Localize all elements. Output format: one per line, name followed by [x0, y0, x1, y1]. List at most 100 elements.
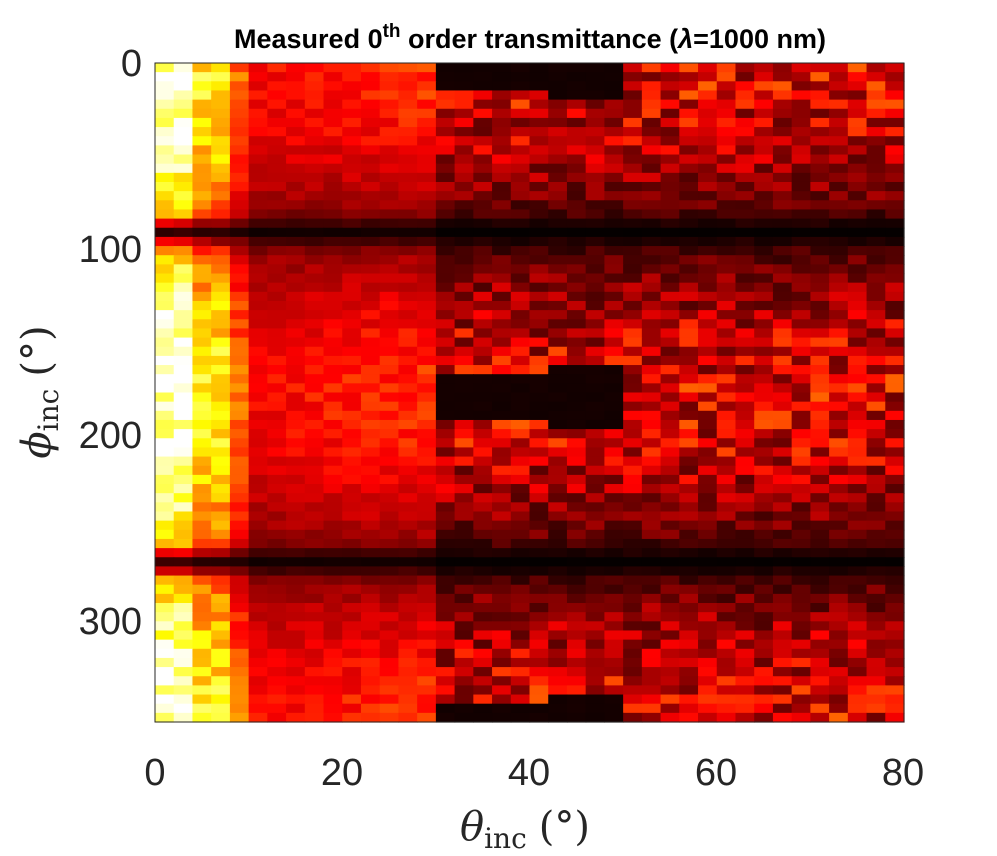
heatmap-cell [342, 300, 362, 311]
heatmap-cell [473, 181, 493, 192]
heatmap-cell [492, 181, 512, 192]
heatmap-cell [323, 401, 343, 412]
heatmap-cell [679, 300, 699, 311]
heatmap-cell [604, 603, 624, 613]
heatmap-cell [810, 136, 830, 146]
heatmap-cell [529, 99, 549, 110]
heatmap-cell [304, 236, 325, 247]
heatmap-cell [679, 575, 699, 586]
heatmap-cell [492, 291, 512, 302]
x-label-symbol: θ [460, 804, 484, 850]
heatmap-cell [473, 538, 493, 549]
heatmap-cell [173, 392, 194, 403]
heatmap-cell [435, 90, 456, 101]
heatmap-cell [641, 163, 662, 174]
heatmap-cell [698, 300, 718, 311]
heatmap-cell [211, 392, 231, 403]
heatmap-cell [229, 493, 250, 503]
heatmap-cell [510, 465, 531, 476]
heatmap-cell [791, 648, 811, 659]
heatmap-cell [360, 181, 381, 192]
heatmap-cell [566, 264, 587, 275]
heatmap-cell [155, 300, 175, 311]
heatmap-cell [623, 529, 643, 540]
heatmap-cell [510, 218, 531, 229]
heatmap-cell [379, 90, 400, 101]
heatmap-cell [623, 374, 643, 384]
heatmap-cell [772, 593, 793, 604]
heatmap-cell [435, 291, 456, 302]
heatmap-cell [229, 538, 250, 549]
heatmap-cell [623, 639, 643, 650]
heatmap-cell [417, 612, 437, 622]
heatmap-cell [885, 227, 905, 238]
heatmap-cell [473, 621, 493, 632]
heatmap-cell [847, 117, 868, 128]
heatmap-cell [323, 136, 343, 146]
heatmap-cell [829, 557, 849, 567]
heatmap-cell [529, 529, 549, 540]
heatmap-cell [510, 374, 531, 384]
title-tail: =1000 nm) [693, 24, 826, 54]
heatmap-cell [173, 154, 194, 165]
heatmap-cell [847, 172, 868, 183]
heatmap-cell [473, 72, 493, 82]
heatmap-cell [679, 667, 699, 677]
heatmap-cell [155, 456, 175, 467]
heatmap-cell [398, 374, 418, 384]
heatmap-cell [229, 191, 250, 201]
heatmap-cell [791, 337, 811, 348]
heatmap-cell [286, 136, 306, 146]
heatmap-cell [417, 447, 437, 458]
heatmap-cell [641, 72, 662, 82]
heatmap-cell [211, 227, 231, 238]
heatmap-cell [323, 108, 343, 119]
heatmap-cell [641, 136, 662, 146]
heatmap-cell [248, 685, 268, 696]
heatmap-cell [510, 72, 531, 82]
heatmap-cell [435, 163, 456, 174]
heatmap-cell [267, 191, 287, 201]
heatmap-cell [417, 200, 437, 211]
heatmap-cell [360, 273, 381, 284]
heatmap-cell [735, 227, 755, 238]
heatmap-cell [660, 712, 680, 723]
heatmap-cell [304, 191, 325, 201]
heatmap-cell [492, 163, 512, 174]
heatmap-cell [585, 657, 605, 668]
heatmap-cell [698, 575, 718, 586]
heatmap-cell [286, 648, 306, 659]
heatmap-cell [679, 90, 699, 101]
heatmap-cell [754, 529, 774, 540]
heatmap-cell [248, 410, 268, 421]
heatmap-cell [435, 246, 456, 256]
heatmap-cell [623, 218, 643, 229]
heatmap-cell [772, 181, 793, 192]
heatmap-cell [660, 447, 680, 458]
heatmap-cell [885, 694, 905, 705]
heatmap-cell [398, 429, 418, 439]
heatmap-cell [286, 319, 306, 330]
heatmap-cell [866, 200, 886, 211]
heatmap-cell [192, 657, 212, 668]
heatmap-cell [885, 593, 905, 604]
heatmap-cell [379, 548, 400, 558]
heatmap-cell [698, 612, 718, 622]
heatmap-cell [379, 603, 400, 613]
heatmap-cell [866, 136, 886, 146]
heatmap-cell [847, 392, 868, 403]
heatmap-cell [417, 227, 437, 238]
heatmap-cell [529, 703, 549, 714]
heatmap-cell [847, 337, 868, 348]
heatmap-cell [492, 694, 512, 705]
heatmap-cell [735, 355, 755, 366]
heatmap-cell [267, 648, 287, 659]
heatmap-cell [417, 264, 437, 275]
heatmap-cell [342, 694, 362, 705]
heatmap-cell [847, 191, 868, 201]
heatmap-cell [248, 108, 268, 119]
heatmap-cell [342, 310, 362, 320]
heatmap-cell [155, 136, 175, 146]
heatmap-cell [641, 429, 662, 439]
heatmap-cell [435, 99, 456, 110]
